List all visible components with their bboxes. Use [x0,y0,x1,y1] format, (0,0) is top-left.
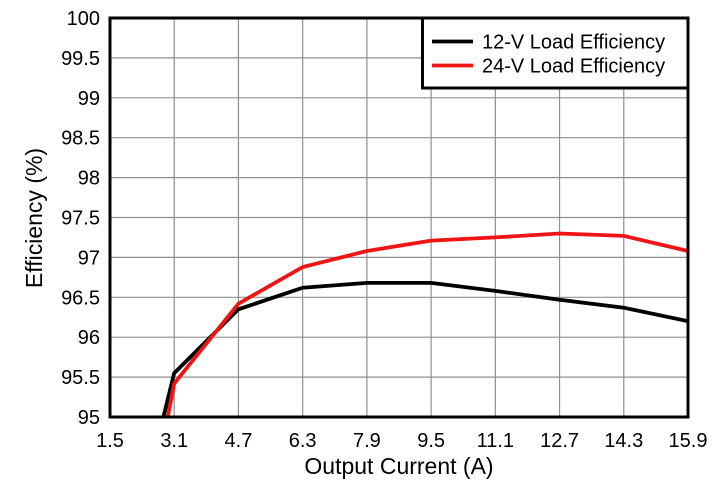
y-tick-label: 99.5 [61,48,100,70]
y-tick-label: 97 [78,247,100,269]
y-tick-label: 95.5 [61,367,100,389]
y-axis-title: Efficiency (%) [21,148,47,288]
y-axis-tick-labels: 95 95.5 96 96.5 97 97.5 98 98.5 99 99.5 100 [61,8,100,429]
legend: 12-V Load Efficiency 24-V Load Efficienc… [421,16,690,90]
x-tick-label: 3.1 [160,430,188,452]
y-tick-label: 98 [78,168,100,190]
y-tick-label: 98.5 [61,128,100,150]
x-axis-title: Output Current (A) [304,453,493,479]
x-tick-label: 1.5 [96,430,124,452]
y-tick-label: 97.5 [61,208,100,230]
x-tick-label: 6.3 [289,430,317,452]
series-line-24v [165,231,688,417]
x-tick-label: 9.5 [417,430,445,452]
y-tick-label: 95 [78,407,100,429]
y-tick-label: 100 [67,8,100,30]
y-tick-label: 96 [78,327,100,349]
x-tick-label: 7.9 [353,430,381,452]
legend-label-12v: 12-V Load Efficiency [482,32,665,54]
x-tick-label: 15.9 [669,430,708,452]
x-tick-label: 11.1 [477,430,514,452]
legend-box [421,16,690,90]
x-tick-label: 4.7 [225,430,253,452]
y-tick-label: 96.5 [61,287,100,309]
x-axis-tick-labels: 1.5 3.1 4.7 6.3 7.9 9.5 11.1 12.7 14.3 15.9 [96,430,707,452]
legend-label-24v: 24-V Load Efficiency [482,56,665,78]
plot-border [108,16,690,419]
y-tick-label: 99 [78,88,100,110]
series-lines [161,231,688,417]
x-tick-label: 12.7 [540,430,579,452]
x-tick-label: 14.3 [604,430,643,452]
